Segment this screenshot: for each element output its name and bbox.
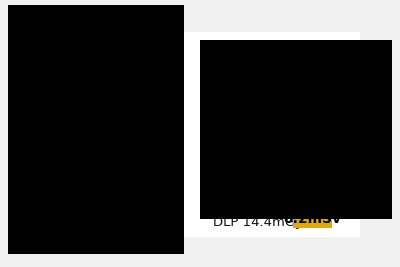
FancyBboxPatch shape	[48, 31, 362, 239]
FancyBboxPatch shape	[293, 209, 332, 228]
Text: 0.2mSv: 0.2mSv	[284, 212, 342, 226]
Text: CTDIvol 0.3mGy
DLP 14.4mGy cm: CTDIvol 0.3mGy DLP 14.4mGy cm	[213, 198, 327, 230]
Text: Sn100kV, 85mAs: Sn100kV, 85mAs	[213, 43, 343, 58]
